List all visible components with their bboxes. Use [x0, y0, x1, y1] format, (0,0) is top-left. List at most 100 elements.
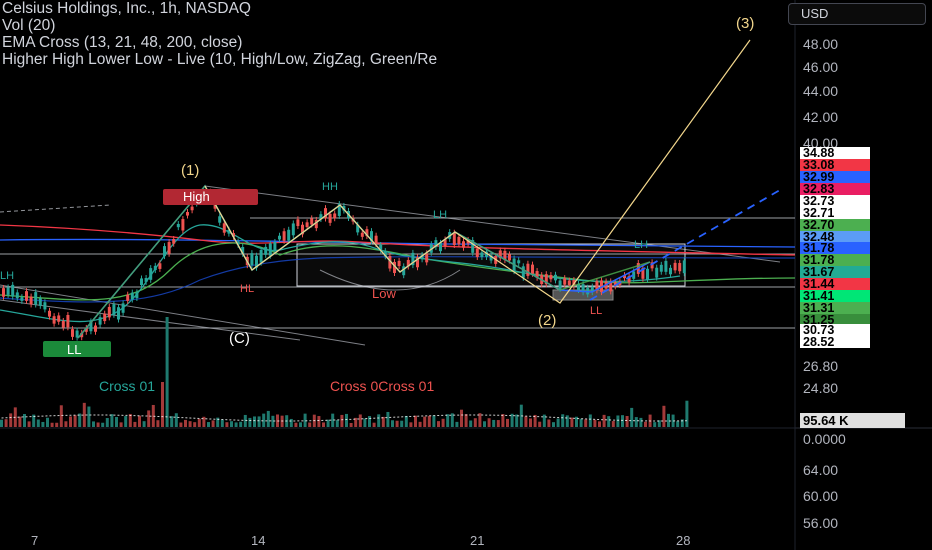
ll-label: LL — [67, 342, 82, 357]
price-tag: 32.73 — [800, 195, 870, 207]
volume-bar — [437, 421, 440, 427]
candle — [296, 219, 300, 227]
ll-label-red: LL — [590, 305, 603, 317]
candle — [558, 280, 562, 289]
price-tag: 31.67 — [800, 266, 870, 278]
candle — [34, 292, 38, 305]
candle — [370, 231, 373, 242]
candle — [489, 255, 493, 261]
currency-button[interactable]: USD — [788, 3, 926, 25]
price-axis-label: 40.00 — [803, 135, 839, 151]
volume-bar — [363, 418, 367, 427]
hh-label: HH — [322, 181, 338, 193]
volume-bar — [243, 414, 247, 427]
wave-projection — [204, 39, 751, 304]
volume-bar — [598, 421, 601, 427]
candle — [176, 223, 180, 228]
volume-bar — [607, 416, 611, 427]
candle — [6, 287, 10, 295]
volume-bar — [427, 415, 431, 427]
volume-bar — [538, 421, 542, 427]
price-tag: 33.08 — [800, 159, 870, 171]
candle — [641, 268, 645, 279]
volume-bar — [9, 413, 13, 427]
candle — [567, 280, 571, 285]
volume-bar — [676, 421, 680, 427]
volume-bar — [69, 416, 72, 427]
candle — [360, 232, 364, 237]
price-tag: 31.44 — [800, 278, 870, 290]
high-label-box — [163, 189, 258, 205]
candle — [186, 212, 189, 216]
volume-bar — [124, 416, 128, 427]
candle — [121, 303, 125, 313]
volume-bar — [653, 422, 657, 427]
volume-bar — [414, 415, 417, 427]
candle — [682, 260, 686, 274]
ema-cross-label[interactable]: EMA Cross (13, 21, 48, 200, close) — [2, 34, 243, 51]
symbol-title[interactable]: Celsius Holdings, Inc., 1h, NASDAQ — [2, 0, 251, 17]
candle — [172, 239, 176, 244]
volume-indicator-label[interactable]: Vol (20) — [2, 17, 56, 34]
volume-bar — [386, 411, 390, 427]
price-tag: 32.83 — [800, 183, 870, 195]
candle — [324, 208, 327, 219]
candle — [181, 219, 185, 231]
candle — [112, 304, 116, 315]
volume-bar — [685, 400, 689, 427]
volume-bar — [170, 416, 174, 427]
volume-bar — [322, 422, 325, 427]
volume-bar — [234, 422, 238, 427]
volume-bar — [188, 421, 192, 427]
volume-bar — [46, 417, 49, 427]
candle — [508, 254, 511, 261]
candle — [305, 222, 309, 228]
volume-bar — [115, 417, 118, 427]
candle — [98, 317, 102, 325]
volume-bar — [197, 418, 201, 427]
candle — [678, 263, 682, 272]
candle — [89, 321, 93, 332]
volume-bar — [634, 417, 638, 427]
candle — [236, 241, 240, 245]
volume-bar — [579, 418, 583, 427]
volume-bar — [101, 422, 105, 427]
volume-bar — [533, 414, 537, 427]
candle — [117, 307, 120, 320]
price-axis-label: 42.00 — [803, 109, 839, 125]
volume-bar — [128, 413, 132, 427]
volume-bar — [395, 420, 399, 427]
volume-bar — [492, 419, 496, 427]
hhll-indicator-label[interactable]: Higher High Lower Low - Live (10, High/L… — [2, 51, 438, 68]
candle — [135, 292, 139, 299]
candle — [337, 204, 341, 216]
price-tag: 95.64 K — [800, 413, 905, 428]
candle — [590, 286, 594, 293]
volume-bar — [455, 421, 459, 427]
volume-bar — [92, 421, 95, 427]
cross-label: Cross 01 — [99, 378, 156, 394]
volume-bar — [326, 419, 330, 427]
candle — [480, 252, 484, 258]
candle — [462, 241, 465, 248]
volume-bar — [487, 418, 491, 427]
volume-bar — [179, 422, 183, 427]
volume-bar — [294, 422, 298, 427]
volume-bar — [23, 414, 26, 427]
volume-bar — [193, 422, 197, 427]
indicator-axis-label: 56.00 — [803, 515, 839, 531]
price-tag: 32.48 — [800, 231, 870, 243]
candle — [71, 329, 74, 337]
volume-bar — [156, 420, 160, 427]
volume-bar — [377, 414, 381, 427]
candle — [282, 231, 286, 241]
volume-bar — [478, 413, 482, 427]
volume-bar — [133, 421, 137, 427]
volume-bar — [464, 414, 468, 427]
volume-bar — [78, 413, 82, 427]
candle — [526, 263, 530, 276]
candle — [314, 219, 318, 229]
volume-bar — [96, 422, 100, 427]
candle — [66, 314, 70, 328]
